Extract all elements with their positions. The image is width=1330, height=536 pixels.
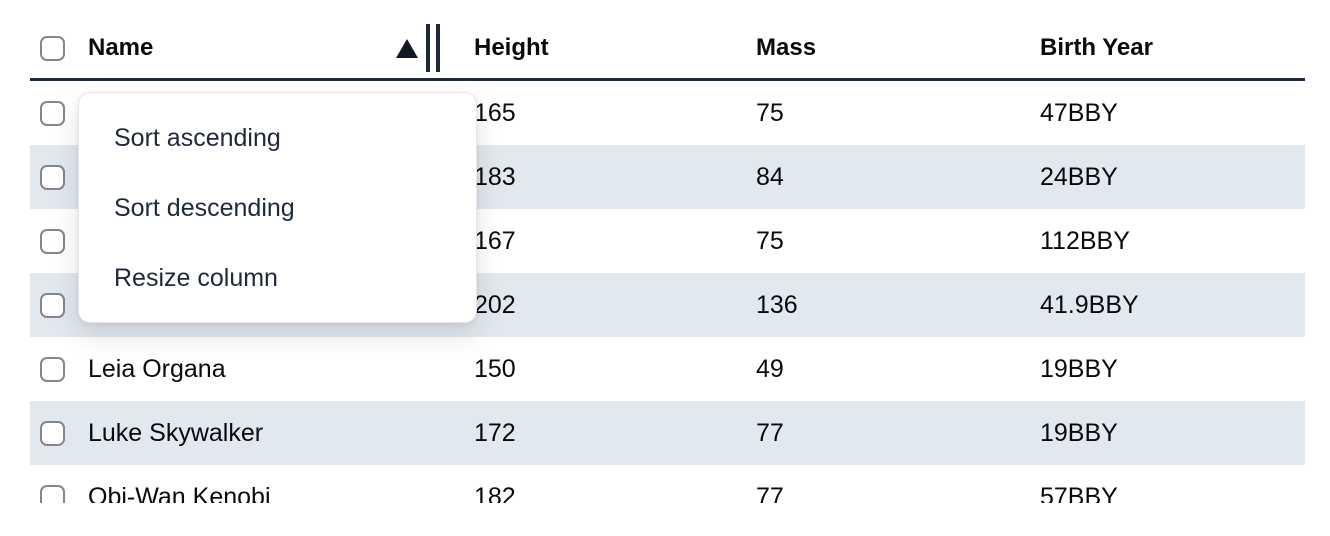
row-checkbox[interactable] — [40, 100, 65, 126]
cell-birth-year: 112BBY — [1040, 226, 1130, 255]
cell-mass: 49 — [756, 354, 784, 383]
header-select-cell — [30, 35, 88, 61]
row-checkbox[interactable] — [40, 228, 65, 254]
table-row: 202 136 41.9BBY — [30, 273, 1305, 337]
table-row: Obi-Wan Kenobi 182 77 57BBY — [30, 465, 1305, 503]
cell-height: 172 — [474, 418, 516, 447]
column-header-name-label: Name — [88, 34, 154, 61]
cell-mass: 136 — [756, 290, 798, 319]
select-all-checkbox[interactable] — [40, 35, 65, 61]
cell-birth-year: 19BBY — [1040, 354, 1118, 383]
cell-mass: 77 — [756, 418, 784, 447]
cell-birth-year: 47BBY — [1040, 98, 1118, 127]
table-row: Luke Skywalker 172 77 19BBY — [30, 401, 1305, 465]
cell-height: 165 — [474, 98, 516, 127]
column-header-birth-year[interactable]: Birth Year — [1040, 34, 1153, 61]
cell-mass: 84 — [756, 162, 784, 191]
cell-mass: 75 — [756, 226, 784, 255]
characters-table: Name Height Mass Birth Year 165 75 47BBY… — [30, 18, 1305, 503]
row-checkbox[interactable] — [40, 484, 65, 503]
column-header-name[interactable]: Name — [88, 24, 474, 72]
menu-item-sort-ascending[interactable]: Sort ascending — [114, 123, 281, 152]
table-header-row: Name Height Mass Birth Year — [30, 18, 1305, 81]
cell-height: 150 — [474, 354, 516, 383]
cell-name: Obi-Wan Kenobi — [88, 482, 271, 504]
row-checkbox[interactable] — [40, 292, 65, 318]
cell-birth-year: 41.9BBY — [1040, 290, 1139, 319]
column-resize-handle[interactable] — [426, 24, 440, 72]
cell-birth-year: 57BBY — [1040, 482, 1118, 504]
cell-name: Luke Skywalker — [88, 418, 264, 447]
menu-item-resize-column[interactable]: Resize column — [114, 263, 278, 292]
row-checkbox[interactable] — [40, 164, 65, 190]
column-context-menu: Sort ascending Sort descending Resize co… — [78, 92, 477, 323]
cell-height: 182 — [474, 482, 516, 504]
cell-mass: 75 — [756, 98, 784, 127]
column-header-height[interactable]: Height — [474, 34, 549, 61]
cell-birth-year: 19BBY — [1040, 418, 1118, 447]
table-row: 165 75 47BBY — [30, 81, 1305, 145]
table-row: 167 75 112BBY — [30, 209, 1305, 273]
row-checkbox[interactable] — [40, 420, 65, 446]
table-row: Leia Organa 150 49 19BBY — [30, 337, 1305, 401]
cell-name: Leia Organa — [88, 354, 226, 383]
cell-height: 167 — [474, 226, 516, 255]
table-viewport: Name Height Mass Birth Year 165 75 47BBY… — [30, 18, 1305, 503]
menu-item-sort-descending[interactable]: Sort descending — [114, 193, 295, 222]
sort-ascending-icon — [396, 38, 418, 58]
cell-height: 202 — [474, 290, 516, 319]
cell-height: 183 — [474, 162, 516, 191]
cell-mass: 77 — [756, 482, 784, 504]
column-header-mass[interactable]: Mass — [756, 34, 817, 61]
row-checkbox[interactable] — [40, 356, 65, 382]
cell-birth-year: 24BBY — [1040, 162, 1118, 191]
